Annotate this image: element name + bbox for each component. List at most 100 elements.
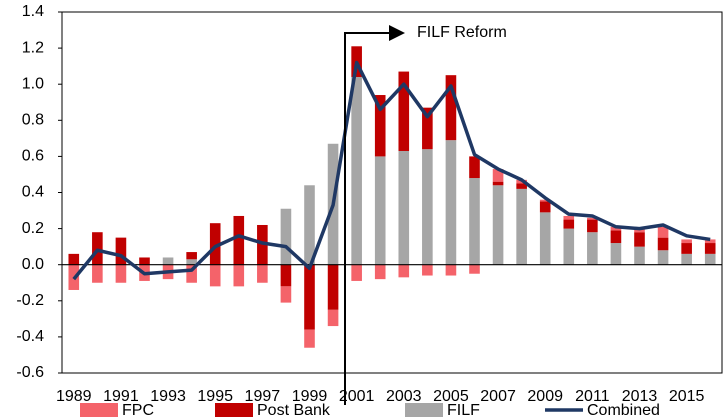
bar bbox=[681, 239, 692, 244]
y-tick-label: 1.4 bbox=[22, 3, 44, 20]
bar bbox=[398, 71, 410, 151]
bar bbox=[186, 252, 197, 260]
line bbox=[72, 60, 711, 281]
plot-area bbox=[61, 11, 723, 374]
y-tick-label: -0.4 bbox=[16, 328, 44, 345]
bar bbox=[186, 264, 197, 283]
legend-swatch bbox=[80, 403, 118, 417]
legend-swatch bbox=[215, 403, 253, 417]
reform-arrow bbox=[344, 25, 405, 405]
bar bbox=[92, 264, 103, 283]
bar bbox=[233, 215, 245, 265]
bar bbox=[563, 228, 575, 265]
x-tick-label: 1997 bbox=[245, 388, 281, 405]
bar bbox=[704, 239, 716, 244]
y-tick-label: 0.0 bbox=[22, 256, 44, 273]
x-tick-label: 1999 bbox=[292, 388, 328, 405]
bar bbox=[657, 250, 669, 265]
bar bbox=[539, 199, 551, 202]
bar bbox=[374, 95, 386, 157]
bar bbox=[704, 243, 716, 254]
marks bbox=[62, 46, 722, 348]
bar bbox=[587, 232, 598, 265]
bar bbox=[492, 185, 504, 265]
bar bbox=[304, 185, 315, 265]
bar bbox=[115, 237, 127, 265]
y-tick-label: 1.0 bbox=[22, 75, 44, 92]
x-tick-label: 2007 bbox=[480, 388, 516, 405]
x-tick-label: 1991 bbox=[103, 388, 139, 405]
bar bbox=[587, 217, 598, 220]
x-tick-label: 1993 bbox=[150, 388, 186, 405]
bar bbox=[610, 230, 622, 244]
bar bbox=[92, 232, 103, 265]
bar bbox=[233, 264, 245, 287]
y-tick-label: 0.2 bbox=[22, 220, 44, 237]
bar bbox=[209, 264, 221, 287]
x-tick-label: 2015 bbox=[669, 388, 705, 405]
bar bbox=[445, 140, 457, 265]
bar bbox=[280, 208, 292, 265]
bar bbox=[209, 223, 221, 265]
bar bbox=[327, 264, 339, 310]
bar bbox=[351, 264, 362, 281]
bar bbox=[492, 181, 504, 186]
bar bbox=[139, 257, 150, 265]
bar bbox=[68, 253, 80, 265]
bar bbox=[634, 232, 645, 247]
bar bbox=[280, 264, 292, 287]
x-tick-label: 1989 bbox=[56, 388, 92, 405]
bar bbox=[516, 188, 527, 265]
legend-label: Combined bbox=[587, 402, 660, 419]
x-tick-label: 2003 bbox=[386, 388, 422, 405]
bar bbox=[304, 264, 315, 330]
bar bbox=[351, 76, 362, 265]
bar bbox=[327, 309, 339, 327]
bar bbox=[469, 264, 480, 274]
bar bbox=[516, 183, 527, 189]
bar bbox=[257, 264, 268, 283]
bar bbox=[374, 156, 386, 265]
bar bbox=[115, 264, 127, 283]
bar bbox=[398, 150, 410, 265]
bar bbox=[539, 201, 551, 213]
bar bbox=[280, 286, 292, 303]
bar bbox=[445, 75, 457, 141]
annotation: FILF Reform bbox=[417, 24, 507, 41]
legend-label: FPC bbox=[122, 402, 154, 419]
y-tick-label: 1.2 bbox=[22, 39, 44, 56]
bar bbox=[634, 246, 645, 265]
bar bbox=[634, 228, 645, 233]
legend-label: Post Bank bbox=[257, 402, 331, 419]
bar bbox=[374, 264, 386, 280]
bar bbox=[587, 219, 598, 233]
bar bbox=[422, 264, 433, 276]
bar bbox=[162, 257, 174, 265]
y-tick-label: -0.2 bbox=[16, 292, 44, 309]
x-tick-label: 2001 bbox=[339, 388, 375, 405]
bar bbox=[681, 253, 692, 265]
y-tick-label: 0.8 bbox=[22, 112, 44, 129]
legend-label: FILF bbox=[447, 402, 480, 419]
bar bbox=[422, 107, 433, 150]
y-tick-label: 0.6 bbox=[22, 148, 44, 165]
bar bbox=[657, 226, 669, 238]
bar bbox=[563, 219, 575, 229]
x-tick-label: 2005 bbox=[433, 388, 469, 405]
bar bbox=[469, 156, 480, 179]
x-tick-label: 2013 bbox=[622, 388, 658, 405]
bar bbox=[398, 264, 410, 278]
bar bbox=[257, 224, 268, 265]
bar bbox=[492, 169, 504, 182]
bar bbox=[422, 149, 433, 265]
x-tick-label: 2011 bbox=[575, 388, 610, 405]
bar bbox=[657, 237, 669, 251]
bar bbox=[610, 226, 622, 231]
bar bbox=[681, 243, 692, 254]
bar bbox=[304, 329, 315, 348]
x-tick-label: 2009 bbox=[527, 388, 563, 405]
bar bbox=[186, 259, 197, 265]
legend-swatch bbox=[405, 403, 443, 417]
bar bbox=[445, 264, 457, 276]
